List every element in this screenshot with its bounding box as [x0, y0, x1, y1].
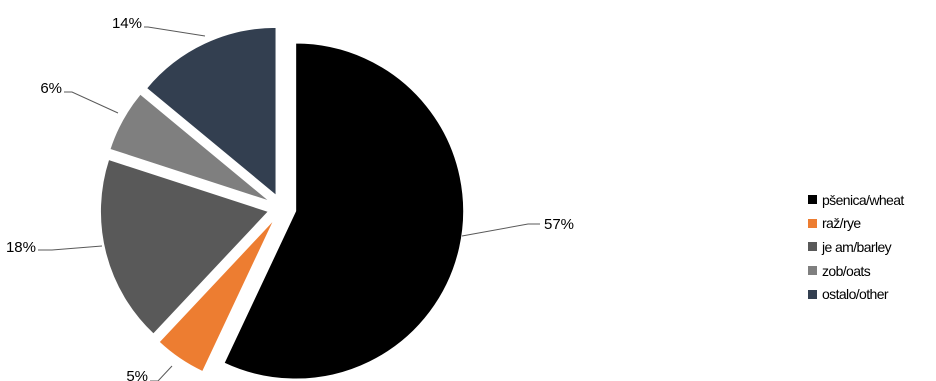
pie-slice-rye: [158, 219, 275, 373]
pie-slice-oats: [109, 93, 271, 202]
leader-line-other: [144, 26, 206, 37]
legend-swatch-barley: [808, 242, 817, 252]
legend-swatch-rye: [808, 218, 817, 228]
data-label-wheat: 57%: [544, 216, 574, 233]
legend-item-barley: je am/barley: [808, 235, 904, 259]
data-label-barley: 18%: [6, 239, 36, 256]
legend-label-other: ostalo/other: [822, 286, 889, 303]
legend-label-oats: zob/oats: [822, 262, 871, 279]
legend-swatch-oats: [808, 266, 817, 276]
legend-item-rye: raž/rye: [808, 212, 904, 236]
pie-slice-barley: [99, 158, 270, 335]
legend-item-other: ostalo/other: [808, 282, 904, 306]
leader-line-barley: [38, 245, 103, 251]
pie-slice-wheat: [223, 42, 465, 380]
legend-label-rye: raž/rye: [822, 215, 861, 232]
data-label-other: 14%: [112, 15, 142, 32]
legend-swatch-other: [808, 289, 817, 299]
pie-slice-other: [145, 26, 277, 197]
legend-label-wheat: pšenica/wheat: [822, 191, 904, 208]
leader-line-rye: [150, 365, 173, 381]
data-label-rye: 5%: [126, 368, 148, 381]
legend-item-wheat: pšenica/wheat: [808, 188, 904, 212]
legend-label-barley: je am/barley: [822, 238, 892, 255]
legend: pšenica/wheat raž/rye je am/barley zob/o…: [808, 188, 904, 306]
leader-line-wheat: [461, 223, 540, 237]
legend-item-oats: zob/oats: [808, 259, 904, 283]
leader-line-oats: [64, 91, 119, 114]
pie-chart: 57% 5% 18% 6% 14%: [6, 15, 574, 381]
data-label-oats: 6%: [40, 80, 62, 97]
legend-swatch-wheat: [808, 195, 817, 205]
